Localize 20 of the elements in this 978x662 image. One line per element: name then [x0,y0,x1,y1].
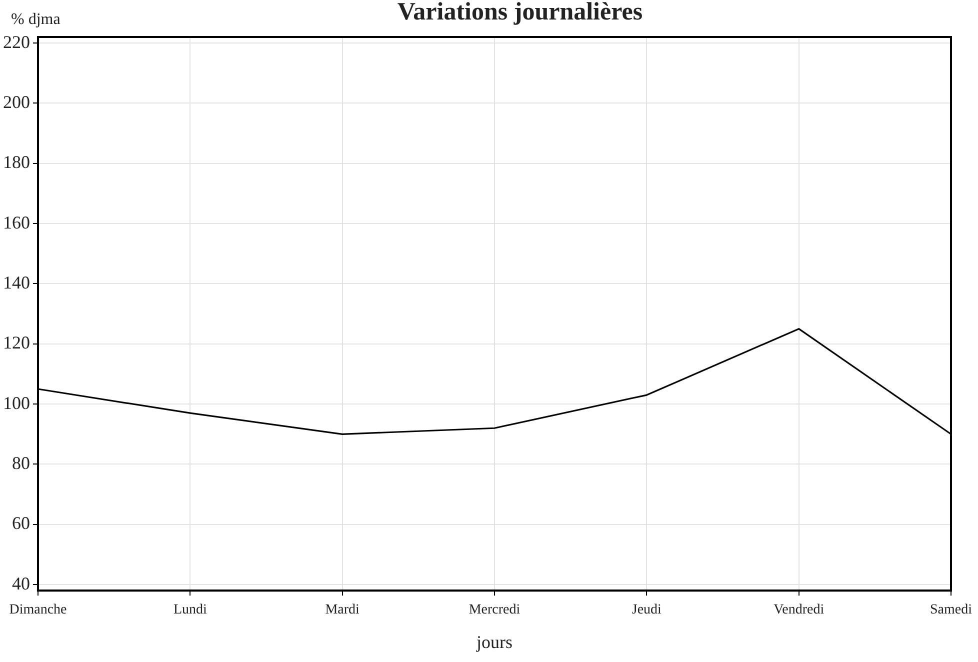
y-tick-label: 120 [3,332,30,353]
y-tick-label: 220 [3,32,30,52]
y-tick-label: 80 [12,452,30,473]
y-tick-label: 140 [3,272,30,292]
x-axis-title: jours [476,632,512,652]
chart-title: Variations journalières [397,0,643,26]
x-tick-label: Samedi [930,602,972,618]
x-tick-label: Lundi [173,602,207,618]
y-tick-label: 40 [12,573,30,594]
x-tick-label: Mardi [325,602,360,618]
y-tick-label: 160 [3,212,30,232]
x-tick-label: Dimanche [9,602,67,618]
y-tick-label: 180 [3,152,30,172]
x-tick-label: Mercredi [468,602,520,618]
y-tick-label: 60 [12,513,30,534]
y-tick-label: 200 [3,92,30,112]
x-tick-label: Jeudi [632,602,662,618]
y-axis-title: % djma [11,11,60,28]
y-tick-label: 100 [3,392,30,413]
x-tick-label: Vendredi [774,602,824,618]
